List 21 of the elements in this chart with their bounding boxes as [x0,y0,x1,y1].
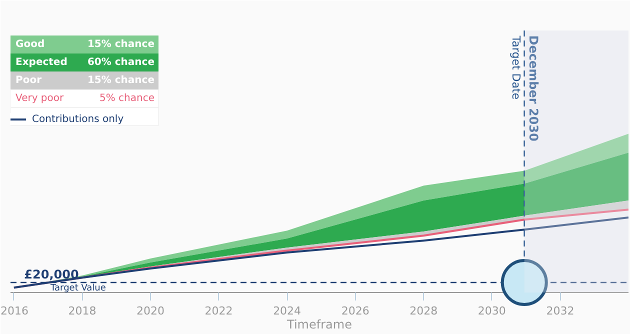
x-tick-label: 2018 [68,304,96,318]
x-tick-label: 2030 [478,304,506,318]
x-tick-label: 2022 [204,304,233,318]
legend-label: Contributions only [32,113,124,125]
annotation: December 2030 [526,35,540,142]
ref-line-label: Target Value [50,283,106,294]
text: 60% chance [87,57,155,68]
ref-line-label: Target Date [509,34,522,100]
x-tick-label: 2028 [410,304,438,318]
x-axis-title: Timeframe [286,318,352,332]
x-tick-label: 2026 [341,304,370,318]
text: Expected [16,57,68,68]
text: Good [16,39,45,50]
x-tick-label: 2032 [546,304,574,318]
annotation: £20,000 [24,267,79,282]
x-tick-label: 2024 [273,304,302,318]
text: 5% chance [100,93,155,104]
text: Very poor [16,93,65,104]
text: 15% chance [87,39,155,50]
x-tick-label: 2020 [136,304,164,318]
x-tick-label: 2016 [0,304,28,318]
